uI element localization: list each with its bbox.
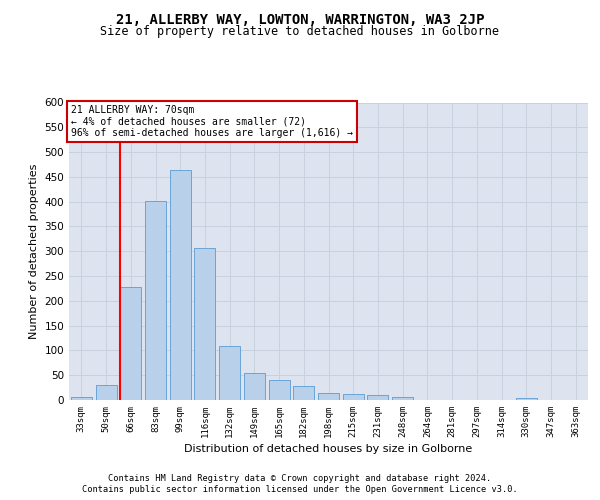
Bar xyxy=(367,395,388,400)
Bar xyxy=(120,287,141,400)
Bar xyxy=(145,201,166,400)
Bar xyxy=(318,392,339,400)
Text: 21 ALLERBY WAY: 70sqm
← 4% of detached houses are smaller (72)
96% of semi-detac: 21 ALLERBY WAY: 70sqm ← 4% of detached h… xyxy=(71,105,353,138)
Bar xyxy=(516,398,537,400)
Text: Contains HM Land Registry data © Crown copyright and database right 2024.: Contains HM Land Registry data © Crown c… xyxy=(109,474,491,483)
Bar xyxy=(269,380,290,400)
Bar xyxy=(244,372,265,400)
Bar xyxy=(194,248,215,400)
Y-axis label: Number of detached properties: Number of detached properties xyxy=(29,164,39,339)
Text: Size of property relative to detached houses in Golborne: Size of property relative to detached ho… xyxy=(101,25,499,38)
Bar xyxy=(392,397,413,400)
Bar xyxy=(95,385,116,400)
X-axis label: Distribution of detached houses by size in Golborne: Distribution of detached houses by size … xyxy=(184,444,473,454)
Text: Contains public sector information licensed under the Open Government Licence v3: Contains public sector information licen… xyxy=(82,485,518,494)
Bar xyxy=(170,170,191,400)
Text: 21, ALLERBY WAY, LOWTON, WARRINGTON, WA3 2JP: 21, ALLERBY WAY, LOWTON, WARRINGTON, WA3… xyxy=(116,12,484,26)
Bar xyxy=(293,386,314,400)
Bar xyxy=(343,394,364,400)
Bar xyxy=(71,397,92,400)
Bar xyxy=(219,346,240,400)
